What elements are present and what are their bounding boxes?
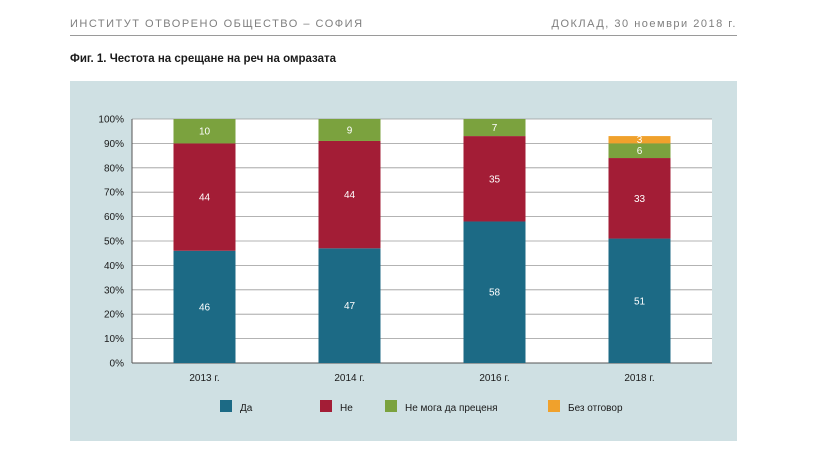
bar-segment <box>318 140 381 249</box>
bar-segment <box>173 119 236 144</box>
data-label: 9 <box>347 125 353 136</box>
data-label: 51 <box>634 296 646 307</box>
y-tick-label: 40% <box>104 261 124 272</box>
bar-segment <box>608 143 671 159</box>
data-label: 3 <box>637 135 643 146</box>
y-tick-label: 80% <box>104 163 124 174</box>
y-tick-label: 60% <box>104 212 124 223</box>
x-tick-label: 2016 г. <box>479 373 509 384</box>
data-label: 58 <box>489 288 501 299</box>
legend-label: Не <box>340 403 353 414</box>
report-header-right: ДОКЛАД, 30 ноември 2018 г. <box>551 18 737 30</box>
data-label: 6 <box>637 146 643 157</box>
y-tick-label: 0% <box>110 359 125 370</box>
x-tick-label: 2013 г. <box>189 373 219 384</box>
legend-swatch <box>320 400 332 412</box>
bar-segment <box>318 119 381 141</box>
bar-segment <box>608 238 671 363</box>
x-tick-label: 2014 г. <box>334 373 364 384</box>
data-label: 33 <box>634 194 646 205</box>
header-divider <box>70 35 737 36</box>
y-tick-label: 70% <box>104 188 124 199</box>
data-label: 44 <box>199 193 211 204</box>
data-label: 35 <box>489 174 501 185</box>
data-label: 47 <box>344 301 356 312</box>
bar-segment <box>318 248 381 363</box>
bar-segment <box>463 221 526 363</box>
bar-segment <box>173 143 236 251</box>
bar-segment <box>173 250 236 363</box>
legend-swatch <box>220 400 232 412</box>
y-tick-label: 30% <box>104 285 124 296</box>
bar-segment <box>463 119 526 137</box>
y-tick-label: 20% <box>104 310 124 321</box>
bar-segment <box>608 136 671 144</box>
y-tick-label: 100% <box>98 115 124 126</box>
bar-segment <box>463 136 526 222</box>
y-tick-label: 90% <box>104 139 124 150</box>
legend-label: Не мога да преценя <box>405 403 498 414</box>
report-header-left: ИНСТИТУТ ОТВОРЕНО ОБЩЕСТВО – СОФИЯ <box>70 18 364 30</box>
y-tick-label: 10% <box>104 334 124 345</box>
x-tick-label: 2018 г. <box>624 373 654 384</box>
legend-label: Да <box>240 403 253 414</box>
data-label: 7 <box>492 123 498 134</box>
legend-label: Без отговор <box>568 403 623 414</box>
y-tick-label: 50% <box>104 237 124 248</box>
data-label: 44 <box>344 190 356 201</box>
bar-segment <box>608 158 671 239</box>
figure-title: Фиг. 1. Честота на срещане на реч на омр… <box>70 53 336 65</box>
stacked-bar-chart: 0% 10% 20% 30% 40% 50% 60% 70% 80% 90% 100% 46 44 10 2… <box>70 81 737 441</box>
legend-swatch <box>385 400 397 412</box>
legend-swatch <box>548 400 560 412</box>
data-label: 46 <box>199 302 211 313</box>
data-label: 10 <box>199 127 211 138</box>
